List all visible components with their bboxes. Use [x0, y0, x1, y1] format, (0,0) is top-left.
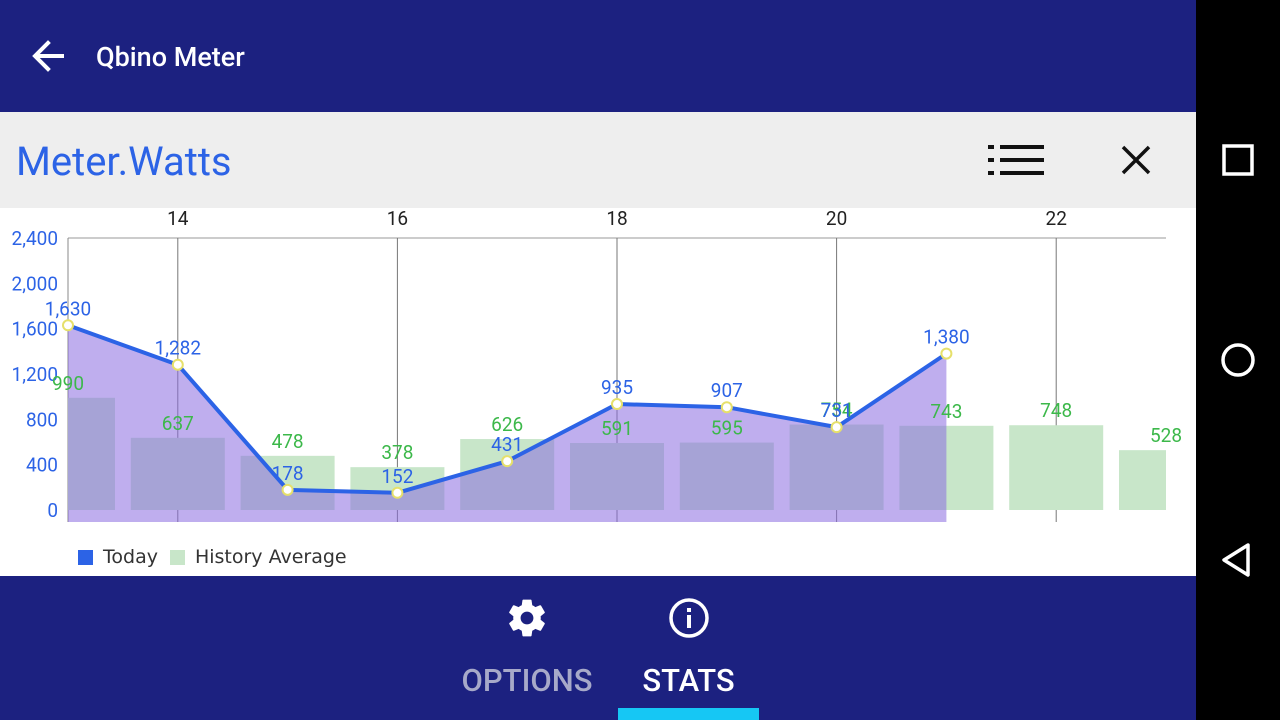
tab-options[interactable]: OPTIONS — [448, 576, 606, 720]
today-point — [171, 358, 184, 371]
today-value-label: 431 — [491, 433, 523, 456]
gear-icon — [509, 599, 545, 637]
chart-area: 14 16 18 20 22 0 400 800 1,200 1,600 2,000 2,400 9… — [0, 208, 1196, 576]
y-tick-label: 1,600 — [12, 318, 58, 341]
y-tick-label: 2,000 — [12, 272, 58, 295]
power-chart: 14 16 18 20 22 0 400 800 1,200 1,600 2,000 2,400 9… — [12, 208, 1182, 522]
today-point — [720, 401, 733, 414]
history-value-label: 591 — [601, 417, 633, 440]
x-tick-label: 16 — [387, 208, 408, 230]
list-button[interactable] — [988, 141, 1044, 179]
today-value-label: 1,282 — [155, 337, 201, 360]
active-tab-indicator — [618, 708, 759, 720]
today-value-label: 731 — [821, 399, 853, 422]
today-point — [391, 486, 404, 499]
arrow-back-icon — [32, 40, 64, 72]
square-icon — [1222, 144, 1254, 176]
history-value-label: 478 — [272, 430, 304, 453]
back-button[interactable] — [28, 36, 68, 76]
tab-options-label: OPTIONS — [461, 662, 593, 699]
app-screen: Qbino Meter Meter.Watts 14 16 18 20 22 0 400 8… — [0, 0, 1196, 720]
history-value-label: 743 — [930, 400, 962, 423]
today-point — [940, 347, 953, 360]
circle-icon — [1221, 343, 1255, 377]
legend-swatch-history — [169, 549, 185, 565]
info-icon — [668, 598, 709, 638]
today-point — [501, 455, 514, 468]
y-tick-label: 0 — [47, 499, 58, 522]
bottom-tab-bar: OPTIONS STATS — [0, 576, 1196, 720]
chart-legend: Today History Average — [78, 546, 359, 568]
system-nav-bar — [1196, 0, 1280, 720]
history-value-label: 626 — [491, 413, 523, 436]
close-icon — [1121, 145, 1151, 175]
x-tick-label: 20 — [826, 208, 847, 230]
y-tick-label: 800 — [26, 408, 58, 431]
legend-label-today: Today — [103, 546, 158, 568]
today-value-label: 907 — [711, 379, 743, 402]
today-point — [611, 398, 623, 411]
history-value-label: 595 — [711, 417, 743, 440]
history-value-label: 748 — [1040, 399, 1072, 422]
history-value-label: 990 — [52, 372, 84, 395]
today-value-label: 152 — [381, 465, 413, 488]
x-tick-label: 22 — [1046, 208, 1067, 230]
chart-title: Meter.Watts — [16, 138, 232, 185]
today-point — [62, 319, 74, 332]
history-value-label: 528 — [1150, 424, 1182, 447]
today-value-label: 178 — [272, 462, 304, 485]
list-icon — [988, 145, 1044, 175]
y-tick-label: 1,200 — [12, 363, 58, 386]
today-point — [830, 421, 843, 434]
chart-header — [0, 112, 1196, 208]
today-value-label: 935 — [601, 376, 633, 399]
x-tick-label: 14 — [167, 208, 189, 230]
today-point — [281, 483, 294, 496]
history-value-label: 754 — [821, 399, 853, 422]
history-value-label: 378 — [381, 441, 413, 464]
triangle-back-icon — [1222, 543, 1250, 577]
app-title: Qbino Meter — [96, 41, 245, 73]
recents-button[interactable] — [1216, 138, 1260, 182]
tab-stats[interactable]: STATS — [618, 576, 759, 720]
today-area — [68, 325, 947, 522]
x-tick-label: 18 — [606, 208, 627, 230]
home-button[interactable] — [1216, 338, 1260, 382]
today-value-label: 1,380 — [923, 326, 969, 349]
y-tick-label: 2,400 — [12, 227, 58, 250]
history-value-label: 637 — [162, 412, 194, 435]
tab-stats-label: STATS — [642, 662, 735, 699]
history-bar — [1009, 425, 1104, 510]
y-tick-label: 400 — [26, 454, 58, 477]
history-bar — [1119, 450, 1166, 510]
legend-label-history: History Average — [194, 546, 347, 568]
close-button[interactable] — [1118, 142, 1154, 178]
app-bar: Qbino Meter — [0, 0, 1196, 112]
today-value-label: 1,630 — [45, 297, 91, 320]
legend-swatch-today — [78, 549, 93, 565]
back-nav-button[interactable] — [1216, 538, 1260, 582]
